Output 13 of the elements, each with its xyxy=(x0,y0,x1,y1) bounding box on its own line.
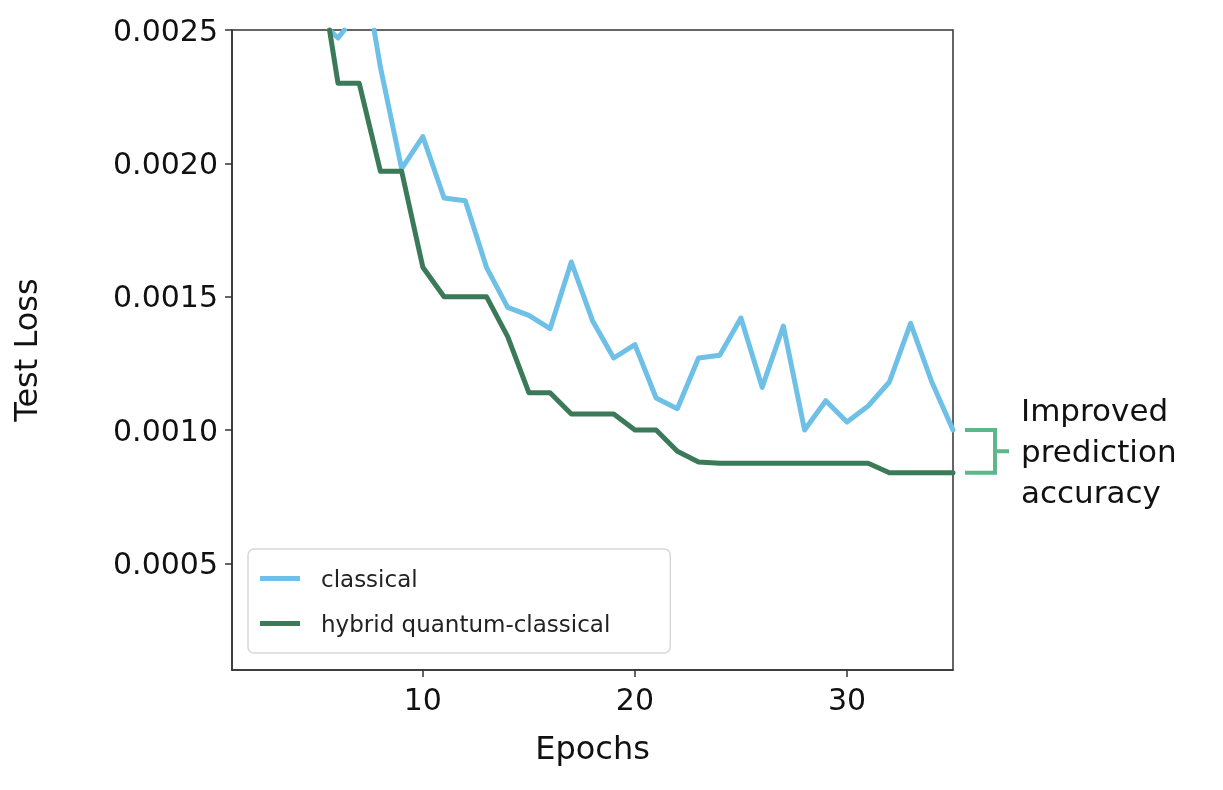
x-axis-title: Epochs xyxy=(535,729,650,767)
y-tick-label: 0.0005 xyxy=(113,545,218,581)
y-axis-title: Test Loss xyxy=(7,278,45,423)
y-tick-label: 0.0020 xyxy=(113,145,218,181)
x-tick-label: 20 xyxy=(615,681,655,717)
x-tick-label: 10 xyxy=(403,681,442,717)
y-tick-label: 0.0010 xyxy=(113,412,218,448)
x-tick-label: 30 xyxy=(827,681,867,717)
y-tick-label: 0.0025 xyxy=(113,12,218,48)
text: Improved prediction accuracy xyxy=(1021,391,1177,510)
y-tick-label: 0.0015 xyxy=(113,279,218,315)
legend-label: hybrid quantum-classical xyxy=(321,610,611,637)
legend-label: classical xyxy=(321,565,418,592)
